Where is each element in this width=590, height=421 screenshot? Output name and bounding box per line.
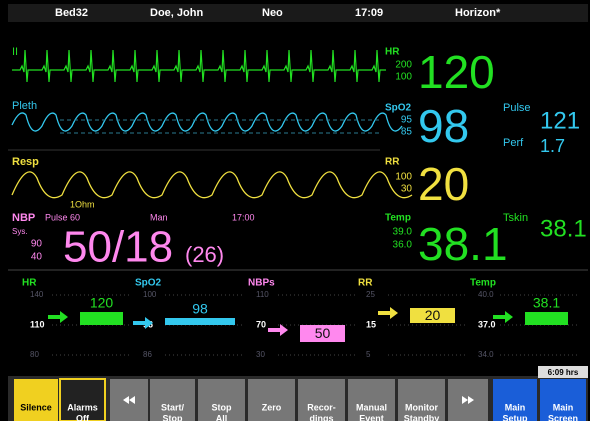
alarm-limit: 36.0 <box>393 240 413 251</box>
button-label: Start/ <box>161 402 185 412</box>
trend-scale: 86 <box>143 350 152 359</box>
trend-bar <box>165 318 235 325</box>
alarm-limit: 100 <box>395 172 412 183</box>
trend-scale: 37.0 <box>478 319 496 329</box>
button-label: Recor- <box>307 402 336 412</box>
trend-label: RR <box>358 278 373 289</box>
button-label: dings <box>310 413 334 421</box>
param-value: 20 <box>418 158 469 210</box>
nbp-pulse: Pulse 60 <box>45 212 80 222</box>
button-label: Main <box>553 402 574 412</box>
trend-bar <box>525 312 568 325</box>
param-label: Temp <box>385 213 411 224</box>
trend-scale: 80 <box>30 350 39 359</box>
trend-value: 120 <box>90 295 114 311</box>
patient-mode: Neo <box>262 7 283 19</box>
patient-name: Doe, John <box>150 7 203 19</box>
trend-scale: 5 <box>366 350 371 359</box>
trend-scale: 140 <box>30 290 44 299</box>
button-label: Setup <box>502 413 528 421</box>
trend-label: HR <box>22 278 37 289</box>
alarm-limit: 40 <box>31 252 43 263</box>
button[interactable] <box>248 379 295 421</box>
trend-scale: 34.0 <box>478 350 494 359</box>
wave-note: 1Ohm <box>70 199 95 209</box>
profile: Horizon* <box>455 7 501 19</box>
param-label: RR <box>385 157 400 168</box>
button-label: All <box>216 413 228 421</box>
nbp-sys: Sys. <box>12 227 28 236</box>
trend-label: NBPs <box>248 278 275 289</box>
wave-label: II <box>12 46 18 58</box>
trend-bar <box>80 312 123 325</box>
param-label: Perf <box>503 137 524 149</box>
wave-label: Pleth <box>12 100 37 112</box>
button-label: Stop <box>212 402 232 412</box>
trend-scale: 15 <box>366 319 376 329</box>
trend-scale: 110 <box>256 290 269 299</box>
param-value: 1.7 <box>540 136 565 156</box>
button-label: Manual <box>356 402 387 412</box>
button-label: Screen <box>548 413 578 421</box>
button-label: Alarms <box>67 402 98 412</box>
trend-time: 6:09 hrs <box>548 368 579 377</box>
param-value: 50/18 <box>63 223 173 272</box>
bed-label: Bed32 <box>55 7 88 19</box>
alarm-limit: 85 <box>401 127 413 138</box>
wave-label: Resp <box>12 156 39 168</box>
nbp-mean: (26) <box>185 242 224 267</box>
param-label: SpO2 <box>385 103 412 114</box>
trend-scale: 40.0 <box>478 290 494 299</box>
background <box>0 0 590 421</box>
trend-scale: 70 <box>256 319 266 329</box>
param-value: 38.1 <box>418 218 508 270</box>
trend-value: 20 <box>425 307 441 323</box>
button-label: Stop <box>163 413 183 421</box>
nbp-time: 17:00 <box>232 212 255 222</box>
alarm-limit: 200 <box>395 60 412 71</box>
monitor-screen: Bed32 Doe, John Neo 17:09 Horizon* II Pleth Res… <box>0 0 590 421</box>
trend-value: 50 <box>315 325 331 341</box>
button-label: Monitor <box>405 402 438 412</box>
button-label: Zero <box>262 402 282 412</box>
alarm-limit: 30 <box>401 184 413 195</box>
trend-scale: 110 <box>30 319 45 329</box>
clock: 17:09 <box>355 7 383 19</box>
param-value: 120 <box>418 46 495 98</box>
param-label: HR <box>385 47 400 58</box>
trend-scale: 25 <box>366 290 375 299</box>
param-value: 98 <box>418 100 469 152</box>
param-label: Pulse <box>503 102 531 114</box>
trend-scale: 30 <box>256 350 265 359</box>
button-label: Off <box>76 413 90 421</box>
param-value: 121 <box>540 107 580 134</box>
button-label: Event <box>359 413 384 421</box>
trend-label: Temp <box>470 278 496 289</box>
button-label: Silence <box>20 402 52 412</box>
top-bar <box>8 4 588 22</box>
param-label: Tskin <box>503 212 528 224</box>
trend-scale: 100 <box>143 290 157 299</box>
button-label: Standby <box>404 413 440 421</box>
alarm-limit: 39.0 <box>393 227 413 238</box>
nbp-mode: Man <box>150 212 168 222</box>
trend-value: 38.1 <box>533 295 560 311</box>
trend-label: SpO2 <box>135 278 162 289</box>
alarm-limit: 95 <box>401 115 413 126</box>
button[interactable] <box>14 379 58 421</box>
param-label: NBP <box>12 212 35 224</box>
param-value: 38.1 <box>540 215 587 242</box>
alarm-limit: 100 <box>395 72 412 83</box>
trend-value: 98 <box>192 301 208 317</box>
button-label: Main <box>505 402 526 412</box>
alarm-limit: 90 <box>31 239 43 250</box>
